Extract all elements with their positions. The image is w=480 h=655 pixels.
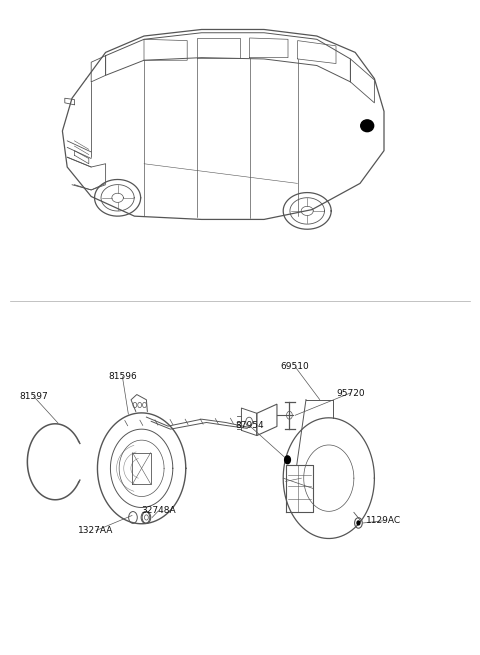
Text: 81597: 81597 [19, 392, 48, 401]
Text: 69510: 69510 [281, 362, 310, 371]
Circle shape [357, 521, 360, 525]
Text: 87954: 87954 [235, 421, 264, 430]
Circle shape [285, 456, 290, 464]
Text: 95720: 95720 [336, 388, 365, 398]
Text: 1327AA: 1327AA [78, 526, 114, 535]
Text: 32748A: 32748A [141, 506, 176, 515]
Text: 1129AC: 1129AC [366, 516, 402, 525]
Text: 81596: 81596 [108, 372, 137, 381]
Ellipse shape [361, 120, 373, 132]
